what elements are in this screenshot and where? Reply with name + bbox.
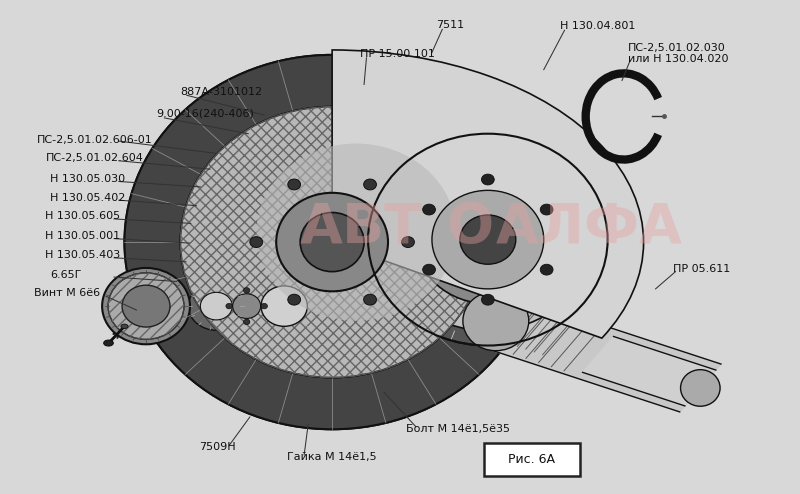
Wedge shape bbox=[332, 50, 643, 338]
Ellipse shape bbox=[243, 319, 250, 325]
Polygon shape bbox=[582, 336, 716, 406]
Ellipse shape bbox=[200, 292, 232, 320]
Text: ПС-2,5.01.02.030
или Н 130.04.020: ПС-2,5.01.02.030 или Н 130.04.020 bbox=[628, 42, 728, 64]
Ellipse shape bbox=[482, 294, 494, 305]
Ellipse shape bbox=[540, 204, 553, 215]
Ellipse shape bbox=[422, 264, 435, 275]
Ellipse shape bbox=[499, 112, 549, 156]
Text: Н 130.05.605: Н 130.05.605 bbox=[45, 211, 120, 221]
Ellipse shape bbox=[250, 237, 262, 247]
Text: Рис. 6А: Рис. 6А bbox=[508, 453, 555, 466]
Ellipse shape bbox=[460, 215, 516, 264]
Ellipse shape bbox=[364, 294, 377, 305]
Text: Н 130.04.801: Н 130.04.801 bbox=[560, 21, 635, 31]
Ellipse shape bbox=[108, 273, 184, 339]
Ellipse shape bbox=[261, 286, 307, 327]
Text: 6.65Г: 6.65Г bbox=[50, 270, 82, 280]
Text: Н 130.05.402: Н 130.05.402 bbox=[50, 193, 126, 203]
Ellipse shape bbox=[180, 107, 484, 377]
Text: Болт М 14ё1,5ё35: Болт М 14ё1,5ё35 bbox=[406, 424, 510, 434]
Text: 887А-3101012: 887А-3101012 bbox=[180, 87, 262, 97]
Polygon shape bbox=[475, 297, 721, 412]
Ellipse shape bbox=[432, 190, 544, 289]
Text: ПС-2,5.01.02.606-01: ПС-2,5.01.02.606-01 bbox=[37, 134, 152, 145]
Text: 7509Н: 7509Н bbox=[198, 443, 235, 453]
Ellipse shape bbox=[288, 294, 301, 305]
Text: 9.00-16(240-406): 9.00-16(240-406) bbox=[157, 109, 254, 119]
Ellipse shape bbox=[288, 179, 301, 190]
Ellipse shape bbox=[180, 107, 484, 377]
Ellipse shape bbox=[540, 264, 553, 275]
Ellipse shape bbox=[102, 268, 190, 344]
Ellipse shape bbox=[188, 282, 244, 330]
Ellipse shape bbox=[276, 193, 388, 291]
Ellipse shape bbox=[384, 149, 592, 331]
Ellipse shape bbox=[122, 285, 170, 327]
Text: ПР 05.611: ПР 05.611 bbox=[673, 264, 730, 274]
Ellipse shape bbox=[463, 291, 529, 351]
Ellipse shape bbox=[121, 324, 128, 329]
Ellipse shape bbox=[233, 294, 261, 319]
Ellipse shape bbox=[256, 144, 456, 321]
Ellipse shape bbox=[402, 237, 414, 247]
Ellipse shape bbox=[125, 55, 540, 429]
Text: Гайка М 14ё1,5: Гайка М 14ё1,5 bbox=[286, 453, 376, 462]
Text: ПС-2,5.01.02.604: ПС-2,5.01.02.604 bbox=[46, 153, 144, 164]
Ellipse shape bbox=[368, 134, 608, 345]
Ellipse shape bbox=[486, 100, 562, 167]
Ellipse shape bbox=[243, 288, 250, 293]
Ellipse shape bbox=[482, 174, 494, 185]
Text: Винт М 6ё6: Винт М 6ё6 bbox=[34, 288, 100, 298]
Text: АЛФА: АЛФА bbox=[496, 200, 683, 254]
Text: Н 130.05.001: Н 130.05.001 bbox=[45, 231, 120, 241]
Text: Н 130.05.030: Н 130.05.030 bbox=[50, 174, 126, 184]
Ellipse shape bbox=[422, 204, 435, 215]
Ellipse shape bbox=[364, 179, 377, 190]
Ellipse shape bbox=[261, 303, 267, 309]
Ellipse shape bbox=[416, 175, 560, 304]
Text: ПР 15.00.101: ПР 15.00.101 bbox=[360, 49, 435, 59]
Ellipse shape bbox=[104, 340, 114, 346]
Ellipse shape bbox=[250, 277, 318, 335]
Ellipse shape bbox=[300, 212, 364, 272]
Ellipse shape bbox=[681, 370, 720, 406]
Ellipse shape bbox=[226, 303, 232, 309]
FancyBboxPatch shape bbox=[484, 443, 580, 476]
Text: О: О bbox=[446, 200, 494, 254]
Text: Н 130.05.403: Н 130.05.403 bbox=[45, 250, 120, 260]
Text: АВТ: АВТ bbox=[300, 200, 423, 254]
Ellipse shape bbox=[221, 284, 273, 329]
Ellipse shape bbox=[125, 55, 540, 429]
Text: 7511: 7511 bbox=[436, 20, 464, 30]
